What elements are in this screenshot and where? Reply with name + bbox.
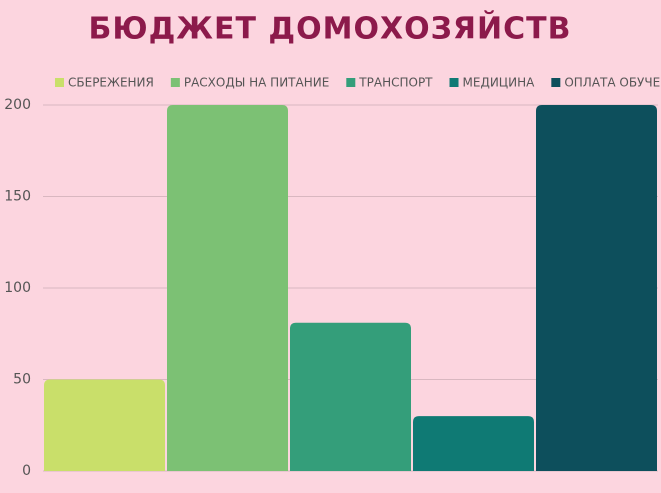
chart-title: БЮДЖЕТ ДОМОХОЗЯЙСТВ	[88, 11, 571, 47]
bar	[536, 105, 657, 471]
legend-label: ТРАНСПОРТ	[358, 76, 433, 90]
y-tick-label: 0	[22, 463, 31, 479]
legend-label: РАСХОДЫ НА ПИТАНИЕ	[184, 76, 329, 90]
y-tick-label: 50	[13, 372, 31, 388]
legend-swatch	[55, 78, 64, 87]
legend-swatch	[170, 78, 180, 87]
legend-label: ОПЛАТА ОБУЧЕНИЯ	[564, 76, 661, 90]
legend-swatch	[346, 78, 356, 87]
legend-label: МЕДИЦИНА	[463, 76, 536, 90]
bar	[44, 379, 165, 471]
bar	[290, 322, 411, 471]
bar	[167, 105, 288, 471]
bar	[413, 416, 534, 471]
y-tick-label: 150	[4, 189, 31, 205]
y-tick-label: 200	[4, 97, 31, 113]
y-tick-label: 100	[4, 280, 31, 296]
legend-swatch	[449, 78, 459, 87]
legend-label: СБЕРЕЖЕНИЯ	[68, 76, 154, 90]
legend-swatch	[551, 78, 561, 87]
